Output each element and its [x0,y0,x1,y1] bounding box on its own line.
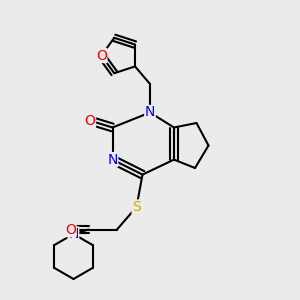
Text: N: N [145,106,155,119]
Text: S: S [132,200,141,214]
Text: O: O [85,114,95,128]
Text: N: N [68,227,79,241]
Text: O: O [65,223,76,236]
Text: N: N [107,153,118,166]
Text: O: O [96,49,107,62]
